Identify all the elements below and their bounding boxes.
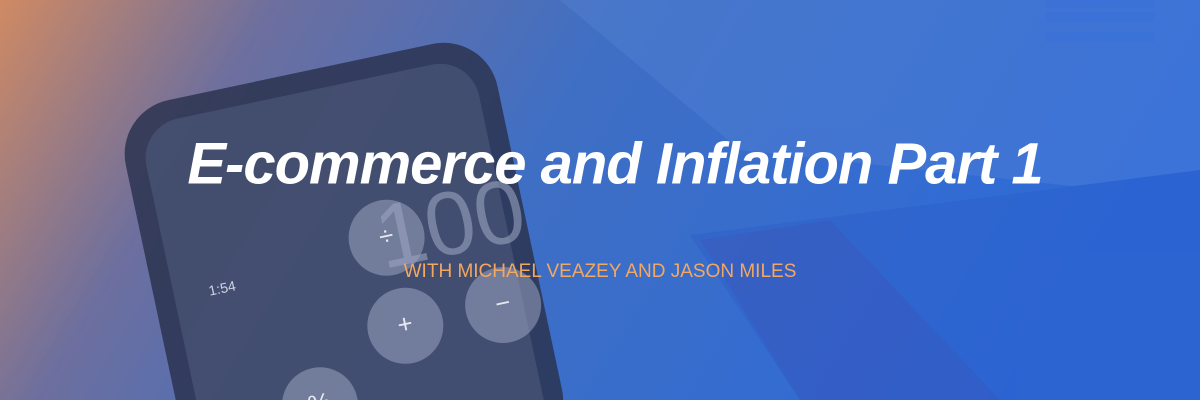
phone: 1:54 100 %+÷−	[124, 42, 564, 400]
title: E-commerce and Inflation Part 1	[187, 131, 1042, 196]
calculator-key-label: ÷	[376, 220, 396, 252]
calculator-key-label: +	[394, 307, 415, 340]
calculator-key-label: %	[305, 386, 334, 400]
subtitle: WITH MICHAEL VEAZEY AND JASON MILES	[404, 261, 797, 282]
calculator-key	[348, 199, 425, 276]
calculator-key	[367, 287, 444, 364]
calculator-key-label: −	[492, 287, 513, 320]
calculator-key	[281, 367, 358, 400]
background-document	[560, 0, 1200, 400]
phone-time: 1:54	[207, 277, 237, 298]
calculator-key	[465, 266, 542, 343]
